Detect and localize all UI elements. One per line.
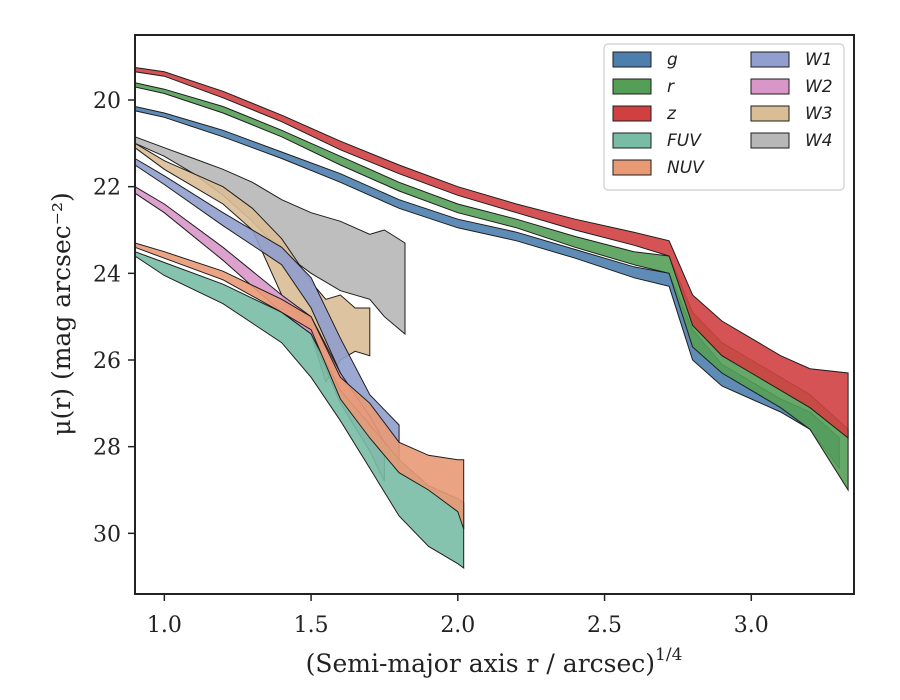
x-tick-label: 1.5 [294, 613, 329, 638]
x-tick-label: 1.0 [147, 613, 182, 638]
band-r [134, 82, 849, 492]
legend-swatch-g [612, 51, 652, 68]
legend-swatch-nuv [612, 159, 652, 176]
legend-swatch-w1 [750, 51, 790, 68]
band-z [134, 66, 849, 440]
y-axis-ticks: 20 22 24 26 28 30 [93, 89, 135, 547]
legend-swatch-w2 [750, 78, 790, 95]
y-tick-label: 30 [93, 522, 121, 547]
legend-label-nuv: NUV [667, 158, 705, 178]
legend: grz FUV NUV W1 W2 W3 W4 [603, 43, 845, 191]
legend-swatch-fuv [612, 132, 652, 149]
legend-swatch-w4 [750, 132, 790, 149]
legend-label-g: g [667, 50, 678, 70]
legend-swatch-w3 [750, 105, 790, 122]
x-tick-label: 2.5 [587, 613, 622, 638]
x-tick-label: 2.0 [440, 613, 475, 638]
band-nuv [134, 242, 465, 530]
legend-label-w3: W3 [805, 104, 833, 124]
legend-label-w2: W2 [805, 77, 833, 97]
profile-bands [134, 66, 849, 569]
plot-frame [134, 34, 855, 595]
y-tick-label: 26 [93, 349, 121, 374]
y-tick-label: 20 [93, 89, 121, 114]
legend-swatch-z [612, 105, 652, 122]
y-tick-label: 28 [93, 436, 121, 461]
x-axis-label: (Semi-major axis r / arcsec)1/4 [306, 645, 683, 678]
legend-label-fuv: FUV [667, 131, 702, 151]
x-tick-label: 3.0 [734, 613, 769, 638]
y-tick-label: 22 [93, 176, 121, 201]
legend-label-w4: W4 [805, 131, 833, 151]
legend-label-z: z [666, 104, 677, 124]
band-fuv [134, 250, 465, 569]
y-tick-label: 24 [93, 262, 121, 287]
x-axis-ticks: 1.0 1.5 2.0 2.5 3.0 [147, 594, 769, 638]
legend-label-r: r [667, 77, 675, 97]
legend-label-w1: W1 [805, 50, 833, 70]
legend-swatch-r [612, 78, 652, 95]
y-axis-label: μ(r) (mag arcsec⁻²) [47, 192, 76, 435]
